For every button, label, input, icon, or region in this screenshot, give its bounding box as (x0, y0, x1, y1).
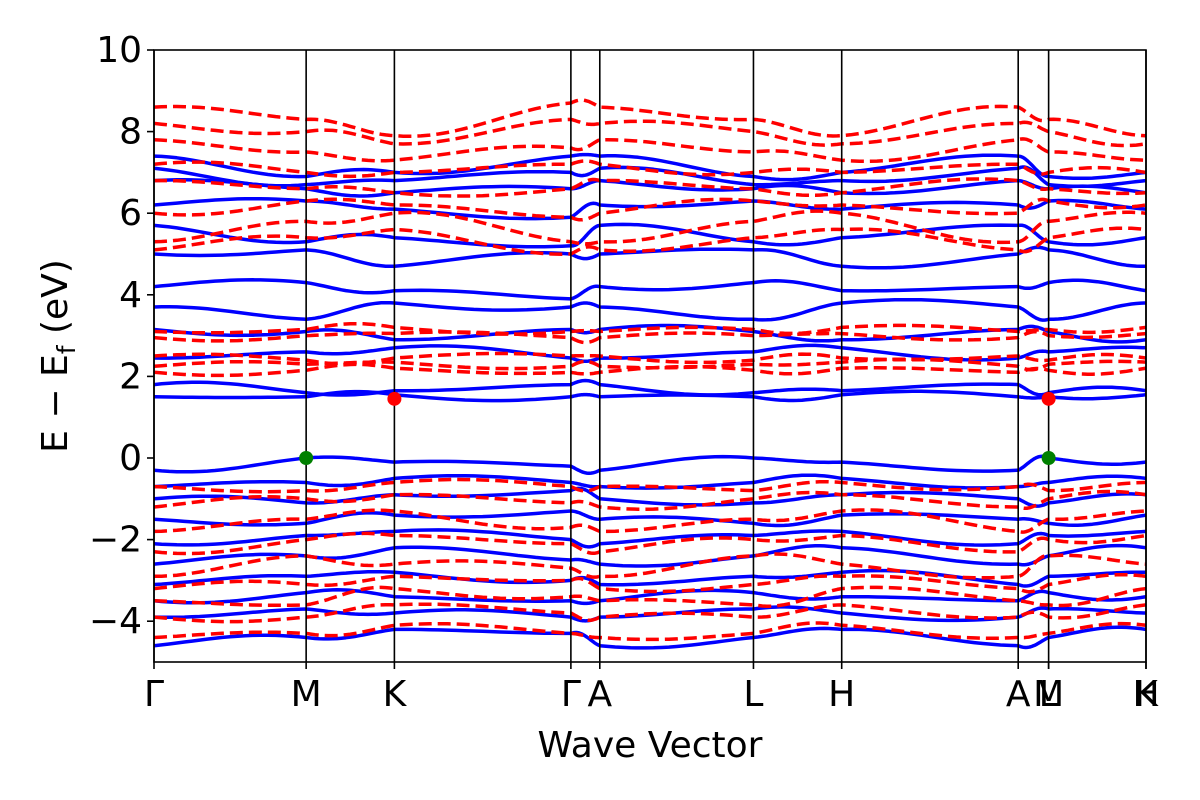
x-tick-label-7: A (1006, 674, 1031, 715)
x-tick-label-10: H (1132, 674, 1159, 715)
y-tick-label: 4 (119, 275, 142, 316)
y-axis-label: E − Ef (eV) (35, 259, 81, 453)
spin-up-band-16 (154, 245, 1146, 270)
x-tick-label-5: L (743, 674, 763, 715)
spin-up-band-7 (154, 486, 1146, 508)
x-axis-label: Wave Vector (538, 725, 763, 766)
y-tick-label: 8 (119, 112, 142, 153)
plot-frame (153, 49, 1147, 663)
spin-down-band-19 (154, 137, 1146, 164)
spin-up-band-3 (154, 568, 1146, 588)
spin-up-band-13 (154, 323, 1146, 344)
spin-down-band-8 (154, 477, 1146, 494)
y-tick-label: 2 (119, 356, 142, 397)
y-tick-label: 0 (119, 438, 142, 479)
spin-down-band-21 (154, 98, 1146, 138)
spin-up-band-4 (154, 543, 1146, 568)
y-axis-label-prefix: E − E (35, 354, 76, 453)
x-tick-label-11: K (1134, 674, 1159, 715)
spin-down-band-1 (154, 602, 1146, 624)
cbm-marker-2 (387, 391, 402, 406)
spin-down-band-14 (154, 226, 1146, 256)
cbm-marker-3 (1041, 391, 1056, 406)
x-tick-label-2: K (383, 674, 408, 715)
x-tick-label-1: M (291, 674, 322, 715)
spin-down-band-6 (154, 508, 1146, 534)
spin-down-band-2 (154, 585, 1146, 608)
x-tick-label-0: Γ (144, 674, 164, 715)
x-tick-label-3: Γ (561, 674, 581, 715)
spin-down-band-20 (154, 117, 1146, 148)
x-axis-ticks: Γ M K Γ A L H A LM HK (144, 662, 1160, 715)
spin-up-band-11 (154, 378, 1146, 397)
spin-up-band-14 (154, 297, 1146, 322)
high-symmetry-lines (153, 50, 1147, 662)
y-tick-label: −2 (89, 520, 142, 561)
x-tick-label-4: A (587, 674, 612, 715)
spin-down-band-18 (154, 159, 1146, 179)
bands-layer (154, 98, 1146, 650)
spin-up-band-12 (154, 343, 1146, 364)
spin-down-band-13 (154, 321, 1146, 336)
spin-up-band-9 (154, 454, 1146, 475)
y-tick-label: 10 (96, 30, 142, 71)
spin-down-band-11 (154, 351, 1146, 366)
spin-up-band-21 (154, 152, 1146, 182)
spin-up-band-6 (154, 509, 1146, 528)
x-tick-label-6: H (828, 674, 855, 715)
spin-down-band-7 (154, 489, 1146, 511)
vbm-marker-1 (1041, 451, 1056, 465)
spin-down-band-5 (154, 531, 1146, 556)
spin-up-band-18 (154, 196, 1146, 221)
y-tick-label: 6 (119, 193, 142, 234)
vbm-marker-0 (299, 451, 314, 465)
y-axis-label-sub: f (52, 344, 81, 354)
spin-down-band-16 (154, 197, 1146, 222)
spin-down-band-3 (154, 572, 1146, 594)
spin-up-band-1 (154, 605, 1146, 623)
spin-up-band-15 (154, 278, 1146, 301)
x-tick-label-9: M (1033, 674, 1064, 715)
x-tick-label-8: L (1039, 674, 1059, 715)
y-axis-label-suffix: (eV) (35, 259, 76, 345)
spin-up-band-2 (154, 588, 1146, 606)
spin-down-band-4 (154, 552, 1146, 580)
spin-down-band-17 (154, 177, 1146, 198)
extrema-markers (299, 391, 1056, 465)
spin-up-band-0 (154, 625, 1146, 650)
y-axis-ticks: −4 −2 0 2 4 6 8 10 (89, 30, 154, 642)
spin-down-band-0 (154, 621, 1146, 642)
spin-down-band-15 (154, 209, 1146, 246)
y-tick-label: −4 (89, 601, 142, 642)
